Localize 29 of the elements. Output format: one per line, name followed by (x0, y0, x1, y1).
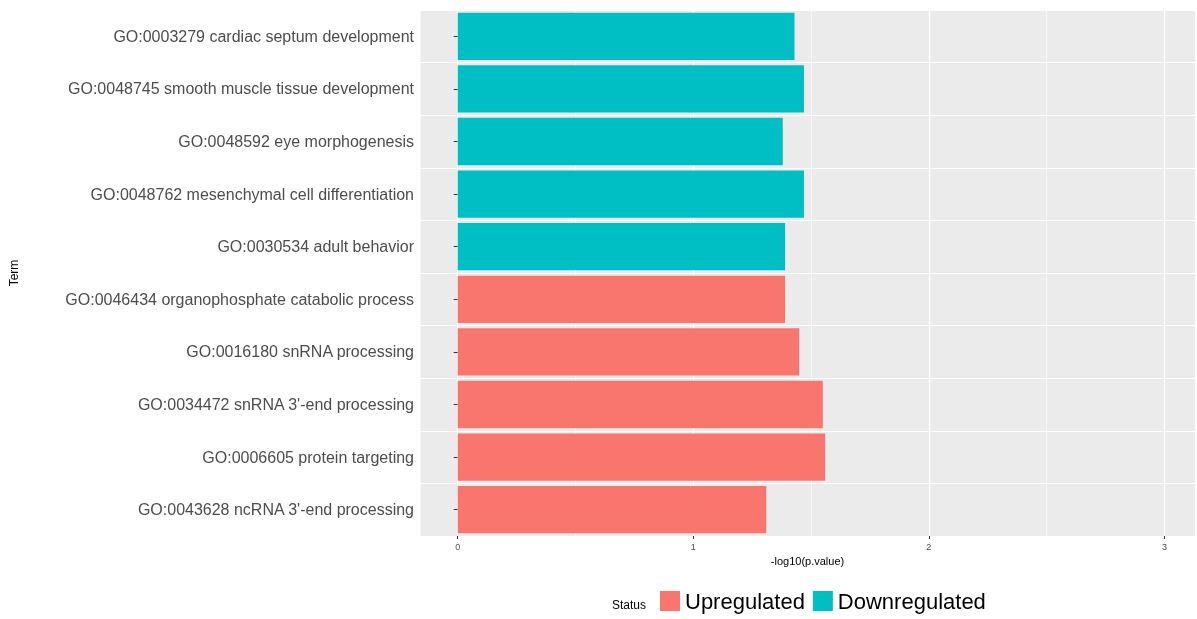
x-tick-label: 3 (1161, 541, 1167, 552)
bar (457, 380, 823, 429)
x-tick-label: 1 (690, 541, 696, 552)
y-tick-label: GO:0048762 mesenchymal cell differentiation (90, 185, 414, 203)
bar (457, 486, 767, 534)
y-tick-label: GO:0048592 eye morphogenesis (178, 133, 414, 150)
x-axis-title: -log10(p.value) (770, 555, 845, 568)
bar (457, 433, 826, 481)
y-tick-label: GO:0006605 protein targeting (202, 448, 414, 466)
x-tick-label: 2 (926, 541, 932, 552)
y-tick-label: GO:0043628 ncRNA 3'-end processing (137, 501, 414, 519)
x-tick-label: 0 (455, 541, 461, 552)
bar (457, 65, 804, 113)
y-tick-label: GO:0034472 snRNA 3'-end processing (137, 396, 414, 413)
bar (457, 12, 795, 60)
y-tick-label: GO:0030534 adult behavior (217, 238, 415, 256)
bar (457, 328, 800, 376)
y-tick-label: GO:0003279 cardiac septum development (113, 27, 415, 45)
bar (457, 223, 786, 271)
y-tick-label: GO:0046434 organophosphate catabolic process (65, 290, 414, 308)
legend-title: Status (612, 598, 647, 612)
bar (457, 170, 804, 218)
y-tick-label: GO:0048745 smooth muscle tissue development (68, 80, 415, 98)
bar (457, 275, 786, 323)
y-axis-title: Term (7, 259, 21, 287)
bar (457, 117, 783, 166)
y-tick-label: GO:0016180 snRNA processing (186, 343, 414, 361)
legend-label: Downregulated (837, 588, 986, 614)
legend-label: Upregulated (685, 588, 805, 614)
